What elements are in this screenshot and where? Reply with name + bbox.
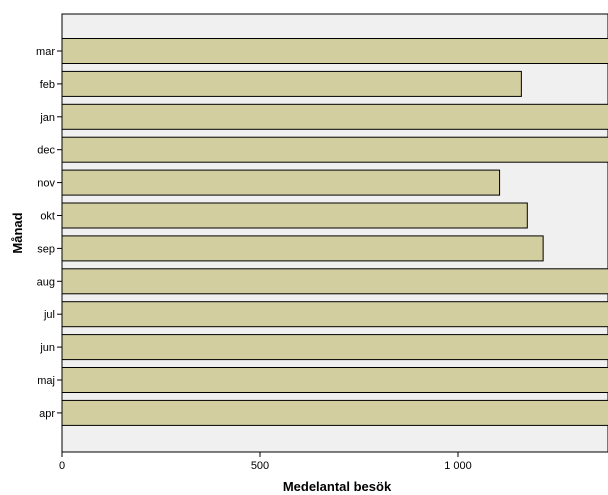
y-tick-label: apr	[39, 408, 55, 420]
y-tick-label: jun	[39, 342, 55, 354]
y-tick-label: dec	[37, 145, 55, 157]
bar-feb	[61, 70, 522, 97]
x-axis-title: Medelantal besök	[283, 479, 392, 494]
bar-sep	[61, 235, 544, 262]
y-tick-label: feb	[40, 79, 55, 91]
y-tick-label: sep	[37, 243, 55, 255]
bar-nov	[61, 169, 501, 196]
bar-maj	[61, 367, 608, 393]
y-tick-label: nov	[37, 178, 55, 190]
bar-apr	[61, 399, 608, 426]
y-tick-label: aug	[37, 276, 55, 288]
y-tick-label: maj	[37, 375, 55, 387]
y-tick-label: okt	[40, 211, 55, 223]
y-tick-label: mar	[36, 46, 55, 58]
y-tick-label: jul	[43, 309, 55, 321]
bar-aug	[61, 268, 608, 295]
bar-mar	[61, 38, 608, 64]
bar-okt	[61, 202, 528, 229]
x-tick-label: 0	[59, 460, 65, 472]
y-axis-ticks: mar feb jan dec nov okt sep aug jul jun maj apr	[36, 46, 62, 420]
bar-dec	[61, 136, 608, 163]
bar-jul	[61, 301, 608, 328]
y-tick-label: jan	[39, 112, 55, 124]
x-tick-label: 1 000	[444, 460, 472, 472]
bar-jun	[61, 334, 608, 361]
x-tick-label: 500	[251, 460, 269, 472]
bars-group	[61, 38, 608, 426]
bar-jan	[61, 103, 608, 130]
y-axis-title: Månad	[10, 212, 25, 253]
